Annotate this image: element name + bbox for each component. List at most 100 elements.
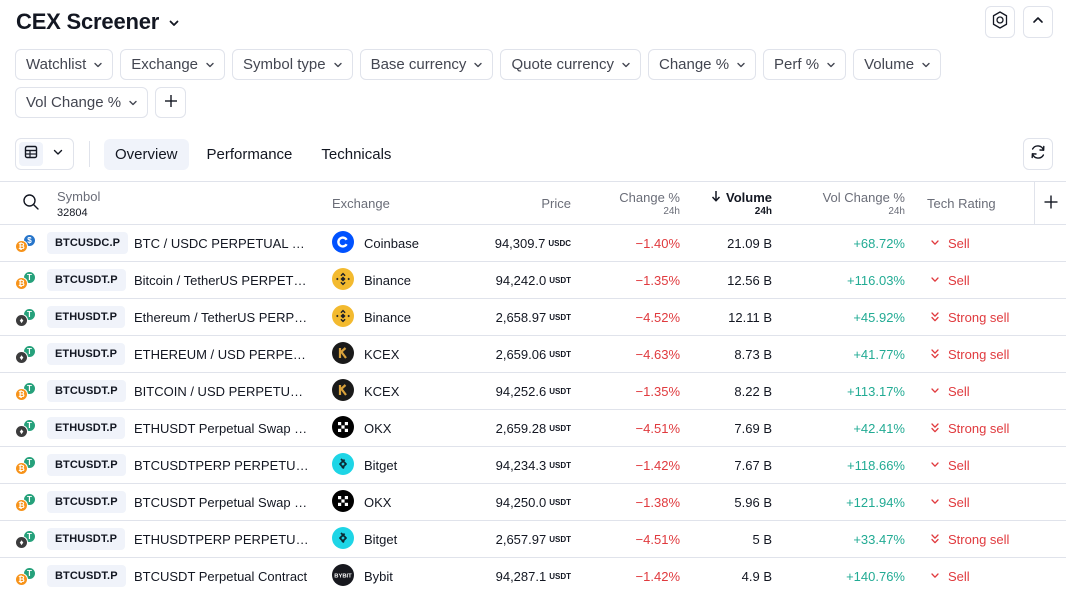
- table-row[interactable]: T ₿ BTCUSDT.P BTCUSDTPERP PERPETUAL CONT…: [0, 447, 1066, 484]
- tab-performance[interactable]: Performance: [206, 145, 293, 163]
- filter-base-currency[interactable]: Base currency: [359, 49, 494, 80]
- page-title[interactable]: CEX Screener: [16, 9, 160, 34]
- ticker-badge[interactable]: ETHUSDT.P: [47, 528, 126, 550]
- ticker-cell[interactable]: BTCUSDT.P: [47, 484, 126, 520]
- price-unit: USDT: [549, 312, 571, 322]
- ticker-cell[interactable]: BTCUSDC.P: [47, 225, 129, 261]
- filter-symbol-type[interactable]: Symbol type: [232, 49, 353, 80]
- column-header-price[interactable]: Price: [541, 182, 571, 225]
- filter-watchlist[interactable]: Watchlist: [15, 49, 114, 80]
- filter-quote-currency[interactable]: Quote currency: [500, 49, 641, 80]
- ticker-badge[interactable]: ETHUSDT.P: [47, 343, 126, 365]
- tech-rating-cell: Sell: [930, 262, 970, 298]
- symbol-description: ETHUSDT Perpetual Swap Contract: [134, 420, 310, 436]
- description-cell: BTCUSDT Perpetual Swap Contract: [134, 484, 310, 520]
- filter-label: Change %: [658, 56, 730, 73]
- price-value: 94,309.7: [494, 235, 546, 251]
- bitcoin-icon: ₿: [15, 573, 28, 586]
- filter-volume[interactable]: Volume: [853, 49, 942, 80]
- bitcoin-icon: ₿: [15, 388, 28, 401]
- ticker-badge[interactable]: ETHUSDT.P: [47, 306, 126, 328]
- price-cell: 2,658.97 USDT: [496, 299, 571, 335]
- refresh-button[interactable]: [1023, 138, 1053, 170]
- filter-label: Volume: [864, 56, 915, 73]
- chevron-down-icon[interactable]: [167, 16, 181, 30]
- table-row[interactable]: T ₿ BTCUSDT.P BTCUSDT Perpetual Swap Con…: [0, 484, 1066, 521]
- column-header-change[interactable]: Change % 24h: [619, 182, 680, 225]
- chevron-down-icon: [128, 98, 138, 108]
- table-row[interactable]: $ ₿ BTCUSDC.P BTC / USDC PERPETUAL CONTR…: [0, 225, 1066, 262]
- tab-overview[interactable]: Overview: [104, 138, 189, 170]
- table-row[interactable]: T ₿ BTCUSDT.P BTCUSDT Perpetual Contract…: [0, 558, 1066, 592]
- filter-vol-change[interactable]: Vol Change %: [15, 87, 149, 118]
- add-column-button[interactable]: [1034, 182, 1066, 225]
- ticker-badge[interactable]: BTCUSDT.P: [47, 269, 126, 291]
- symbol-logo: T ₿: [14, 447, 38, 483]
- table-view-button[interactable]: [19, 142, 43, 166]
- ticker-badge[interactable]: BTCUSDT.P: [47, 565, 126, 587]
- volume-value: 7.67 B: [734, 457, 772, 473]
- ticker-badge[interactable]: BTCUSDT.P: [47, 491, 126, 513]
- table-row[interactable]: T ♦ ETHUSDT.P ETHEREUM / USD PERPETUAL C…: [0, 336, 1066, 373]
- exchange-name: OKX: [364, 410, 391, 446]
- add-filter-button[interactable]: [155, 87, 187, 118]
- column-header-symbol[interactable]: Symbol 32804: [57, 182, 100, 225]
- vol-change-value: +116.03%: [847, 272, 905, 288]
- exchange-label: Binance: [364, 272, 411, 288]
- table-row[interactable]: T ♦ ETHUSDT.P ETHUSDT Perpetual Swap Con…: [0, 410, 1066, 447]
- view-dropdown-button[interactable]: [47, 142, 71, 166]
- ticker-badge[interactable]: BTCUSDT.P: [47, 454, 126, 476]
- column-header-tech-rating[interactable]: Tech Rating: [927, 182, 996, 225]
- filter-perf[interactable]: Perf %: [763, 49, 847, 80]
- table-row[interactable]: T ♦ ETHUSDT.P ETHUSDTPERP PERPETUAL CONT…: [0, 521, 1066, 558]
- ticker-cell[interactable]: BTCUSDT.P: [47, 262, 126, 298]
- ticker-cell[interactable]: ETHUSDT.P: [47, 336, 126, 372]
- ticker-cell[interactable]: BTCUSDT.P: [47, 558, 126, 592]
- column-header-vol-change[interactable]: Vol Change % 24h: [823, 182, 905, 225]
- view-switcher[interactable]: [15, 138, 74, 170]
- change-cell: −1.40%: [636, 225, 680, 261]
- ticker-cell[interactable]: ETHUSDT.P: [47, 521, 126, 557]
- screener-header: CEX Screener: [16, 8, 181, 36]
- price-cell: 94,234.3 USDT: [496, 447, 571, 483]
- column-header-exchange[interactable]: Exchange: [332, 182, 390, 225]
- vol-change-value: +118.66%: [847, 457, 905, 473]
- chevron-down-icon: [52, 145, 64, 163]
- symbol-description: ETHUSDTPERP PERPETUAL CONTRACT: [134, 531, 310, 547]
- exchange-label: KCEX: [364, 383, 400, 399]
- bitcoin-icon: ₿: [15, 240, 28, 253]
- ticker-cell[interactable]: BTCUSDT.P: [47, 447, 126, 483]
- filter-label: Vol Change %: [26, 94, 122, 111]
- description-cell: ETHUSDTPERP PERPETUAL CONTRACT: [134, 521, 310, 557]
- vol-change-cell: +116.03%: [847, 262, 905, 298]
- ticker-cell[interactable]: BTCUSDT.P: [47, 373, 126, 409]
- tab-technicals[interactable]: Technicals: [321, 145, 392, 163]
- ethereum-icon: ♦: [15, 351, 28, 364]
- tech-rating-cell: Strong sell: [930, 410, 1009, 446]
- exchange-label: Bitget: [364, 457, 398, 473]
- filter-exchange[interactable]: Exchange: [120, 49, 226, 80]
- change-value: −4.63%: [635, 346, 680, 362]
- kcex-icon: [332, 341, 354, 367]
- table-row[interactable]: T ♦ ETHUSDT.P Ethereum / TetherUS PERPET…: [0, 299, 1066, 336]
- settings-button[interactable]: [985, 6, 1015, 38]
- volume-value: 5.96 B: [734, 494, 772, 510]
- ticker-badge[interactable]: ETHUSDT.P: [47, 417, 126, 439]
- ethereum-icon: ♦: [15, 314, 28, 327]
- symbol-description: BTC / USDC PERPETUAL CONTRACT: [134, 235, 310, 251]
- symbol-search-button[interactable]: [22, 193, 40, 212]
- column-header-volume[interactable]: Volume 24h: [711, 182, 772, 225]
- chevron-down-icon: [930, 571, 940, 581]
- description-cell: BTCUSDTPERP PERPETUAL CONTRACT: [134, 447, 310, 483]
- table-row[interactable]: T ₿ BTCUSDT.P BITCOIN / USD PERPETUAL CO…: [0, 373, 1066, 410]
- filter-change[interactable]: Change %: [647, 49, 757, 80]
- table-row[interactable]: T ₿ BTCUSDT.P Bitcoin / TetherUS PERPETU…: [0, 262, 1066, 299]
- collapse-button[interactable]: [1023, 6, 1053, 38]
- binance-icon: [332, 304, 354, 330]
- ticker-cell[interactable]: ETHUSDT.P: [47, 410, 126, 446]
- ticker-badge[interactable]: BTCUSDT.P: [47, 380, 126, 402]
- ticker-cell[interactable]: ETHUSDT.P: [47, 299, 126, 335]
- price-unit: USDT: [549, 423, 571, 433]
- volume-cell: 8.73 B: [734, 336, 772, 372]
- ticker-badge[interactable]: BTCUSDC.P: [47, 232, 129, 254]
